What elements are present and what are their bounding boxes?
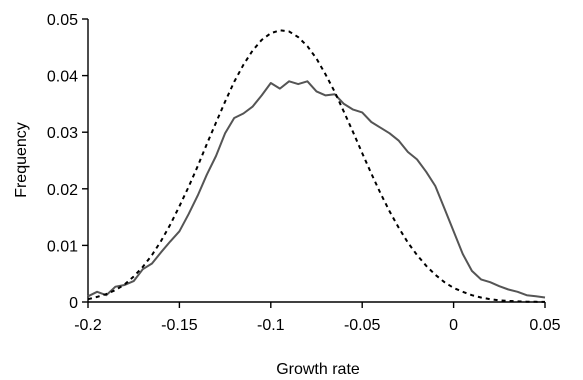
y-tick-label: 0.04 [47,69,78,86]
axes [87,19,545,303]
y-tick-label: 0.01 [47,238,78,255]
series-layer [87,29,546,303]
x-tick-label: 0.05 [529,317,560,334]
y-tick-label: 0.02 [47,182,78,199]
dashed-series-line [87,29,546,303]
y-tick-label: 0.03 [47,125,78,142]
x-tick-label: -0.15 [161,317,198,334]
y-axis-title: Frequency [13,122,30,198]
x-tick-label: 0 [449,317,458,334]
y-tick-label: 0.05 [47,12,78,29]
x-tick-label: -0.05 [344,317,381,334]
x-axis-title: Growth rate [276,361,360,378]
x-tick-label: -0.2 [74,317,102,334]
ticks-layer: -0.2 -0.15 -0.1 -0.05 0 0.05 0 0.01 0.02 0.03 0.04… [47,12,561,334]
y-tick-label: 0 [69,295,78,312]
x-tick-label: -0.1 [257,317,285,334]
solid-series-line [87,80,546,299]
